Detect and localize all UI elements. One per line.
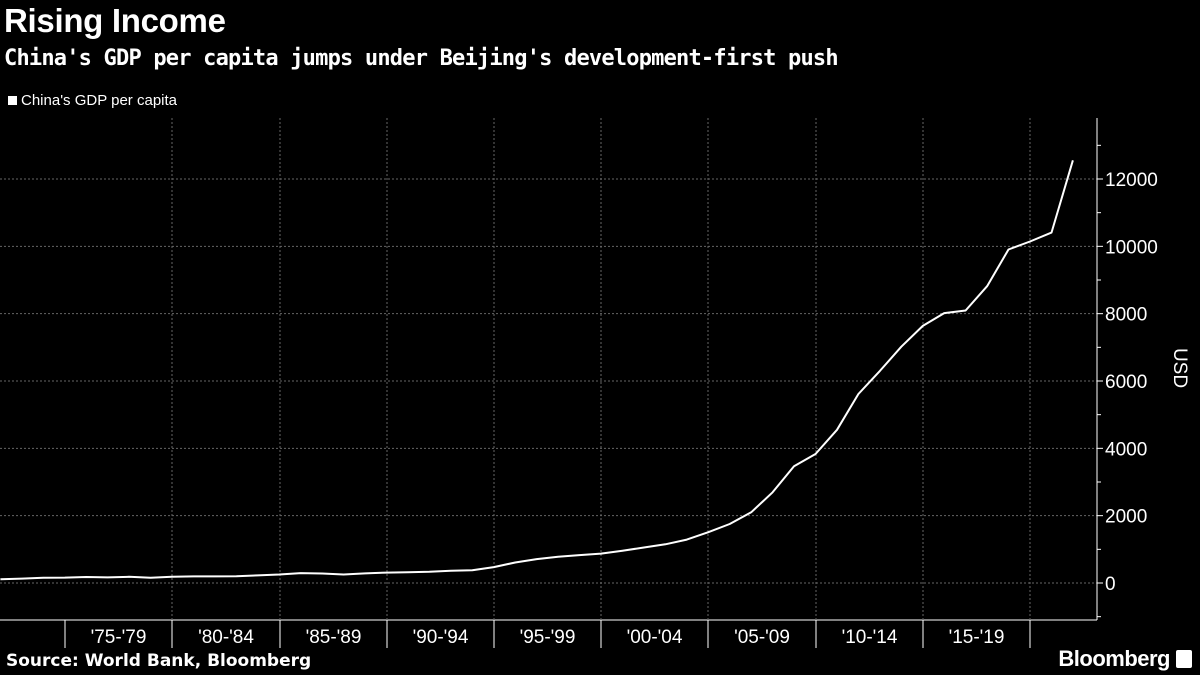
legend: China's GDP per capita: [8, 92, 177, 109]
legend-swatch: [8, 96, 17, 105]
chart-subtitle: China's GDP per capita jumps under Beiji…: [4, 46, 839, 71]
x-tick-label: '90-'94: [413, 627, 469, 648]
bloomberg-mark-icon: [1176, 650, 1192, 668]
bloomberg-logo: Bloomberg: [1058, 646, 1192, 672]
y-axis-label: USD: [1169, 348, 1190, 388]
source-note: Source: World Bank, Bloomberg: [6, 651, 312, 671]
legend-label: China's GDP per capita: [21, 92, 177, 109]
x-tick-label: '85-'89: [306, 627, 362, 648]
x-tick-label: '80-'84: [198, 627, 254, 648]
y-tick-label: 6000: [1105, 372, 1147, 393]
y-tick-label: 4000: [1105, 439, 1147, 460]
x-tick-label: '05-'09: [734, 627, 790, 648]
x-tick-label: '75-'79: [91, 627, 147, 648]
x-tick-label: '00-'04: [627, 627, 683, 648]
brand-name: Bloomberg: [1058, 646, 1170, 671]
y-tick-label: 12000: [1105, 170, 1158, 191]
x-tick-label: '15-'19: [949, 627, 1005, 648]
y-tick-label: 8000: [1105, 305, 1147, 326]
data-points: [0, 160, 1073, 579]
y-tick-label: 10000: [1105, 237, 1158, 258]
chart-title: Rising Income: [4, 2, 226, 39]
x-tick-label: '10-'14: [842, 627, 898, 648]
gdp-per-capita-line: [0, 160, 1074, 581]
y-tick-label: 2000: [1105, 507, 1147, 528]
y-tick-label: 0: [1105, 574, 1116, 595]
x-tick-label: '95-'99: [520, 627, 576, 648]
